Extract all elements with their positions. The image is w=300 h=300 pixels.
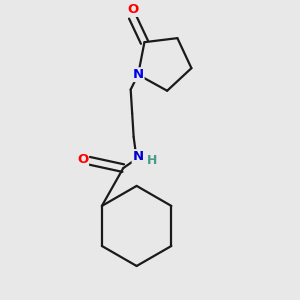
Text: H: H	[147, 154, 158, 166]
Text: N: N	[133, 150, 144, 163]
Text: O: O	[77, 153, 88, 166]
Text: O: O	[127, 3, 138, 16]
Text: N: N	[133, 68, 144, 81]
